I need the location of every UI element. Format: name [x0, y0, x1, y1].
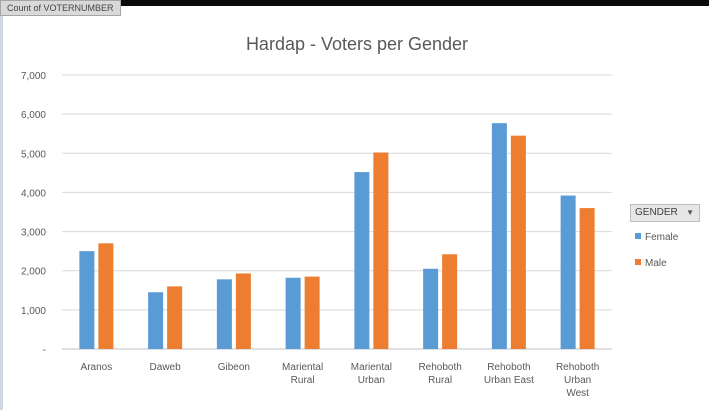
x-category-label: Rehoboth Urban West: [556, 362, 599, 399]
bar-female: [560, 195, 576, 349]
y-tick-label: 3,000: [21, 228, 46, 239]
legend-label-female: Female: [645, 232, 679, 243]
legend-item-male: Male: [635, 257, 667, 271]
bar-male: [373, 152, 389, 349]
bar-female: [148, 292, 164, 349]
y-tick-label: 5,000: [21, 149, 46, 160]
x-category-label: Mariental Rural: [282, 362, 323, 386]
x-category-label: Mariental Urban: [351, 362, 392, 386]
legend-filter-button[interactable]: GENDER ▼: [630, 204, 700, 222]
y-tick-label: 1,000: [21, 306, 46, 317]
x-category-label: Aranos: [81, 362, 113, 373]
legend-label-male: Male: [645, 258, 667, 269]
y-tick-label: 2,000: [21, 267, 46, 278]
bar-female: [491, 123, 507, 349]
window-top-border: [0, 0, 709, 6]
legend-title: GENDER: [635, 207, 678, 218]
filter-dropdown-icon: ▼: [686, 208, 694, 217]
value-field-button[interactable]: Count of VOTERNUMBER: [0, 0, 121, 16]
x-category-label: Rehoboth Rural: [418, 362, 461, 386]
bar-male: [579, 208, 595, 349]
legend-swatch-female: [635, 233, 641, 239]
bar-female: [216, 279, 232, 349]
bar-male: [510, 135, 526, 349]
bars: [79, 123, 595, 349]
bar-female: [354, 172, 370, 349]
y-tick-label: -: [43, 345, 46, 356]
bar-female: [423, 268, 439, 349]
x-category-label: Rehoboth Urban East: [484, 362, 534, 386]
bar-male: [98, 243, 114, 349]
x-axis-categories: Aranos Daweb Gibeon Mariental Rural Mariental…: [81, 362, 600, 399]
bar-male: [304, 276, 320, 349]
x-category-label: Gibeon: [218, 362, 250, 373]
bar-female: [79, 251, 95, 349]
bar-male: [442, 254, 458, 349]
y-tick-label: 6,000: [21, 110, 46, 121]
chart-title: Hardap - Voters per Gender: [246, 34, 468, 54]
x-category-label: Daweb: [150, 362, 182, 373]
y-tick-label: 4,000: [21, 188, 46, 199]
y-axis-ticks: - 1,000 2,000 3,000 4,000 5,000 6,000 7,000: [21, 71, 46, 356]
gridlines: [62, 74, 612, 350]
y-tick-label: 7,000: [21, 71, 46, 82]
bar-female: [285, 277, 301, 349]
bar-male: [235, 273, 251, 349]
legend-swatch-male: [635, 259, 641, 265]
bar-male: [167, 286, 183, 349]
legend-item-female: Female: [635, 231, 678, 245]
left-edge-border: [0, 6, 3, 410]
